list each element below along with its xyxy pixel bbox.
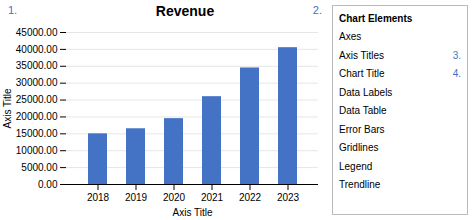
svg-text:2020: 2020: [163, 192, 186, 203]
html-text:4.: 4.: [452, 68, 461, 79]
svg-text:2023: 2023: [277, 192, 300, 203]
html-text:2.: 2.: [312, 4, 322, 16]
html-text:Data Table: Data Table: [339, 105, 387, 116]
svg-text:45000.00: 45000.00: [16, 27, 58, 38]
svg-text:2018: 2018: [87, 192, 110, 203]
html-text:1.: 1.: [8, 4, 18, 16]
svg-text:2021: 2021: [201, 192, 224, 203]
html-text:Error Bars: Error Bars: [339, 123, 385, 135]
html-text:Revenue: Revenue: [155, 3, 215, 19]
html-text:Legend: Legend: [339, 160, 373, 172]
html-text:3.: 3.: [452, 49, 461, 61]
svg-text:35000.00: 35000.00: [16, 60, 58, 71]
svg-text:Axis Title: Axis Title: [2, 88, 13, 128]
svg-text:25000.00: 25000.00: [16, 94, 58, 105]
svg-text:40000.00: 40000.00: [16, 44, 58, 55]
html-text:Chart Title: Chart Title: [339, 68, 385, 79]
svg-text:0.00: 0.00: [38, 179, 58, 190]
html-text:Data Labels: Data Labels: [339, 86, 393, 98]
html-text:Chart Elements: Chart Elements: [339, 13, 413, 24]
svg-text:10000.00: 10000.00: [16, 145, 58, 156]
svg-text:5000.00: 5000.00: [21, 162, 58, 173]
svg-text:20000.00: 20000.00: [16, 111, 58, 122]
html-text:Axis Titles: Axis Titles: [339, 49, 384, 61]
html-text:Axes: Axes: [339, 31, 362, 42]
html-text:Gridlines: Gridlines: [339, 142, 379, 153]
html-text:Trendline: Trendline: [339, 179, 381, 190]
svg-text:2022: 2022: [239, 192, 262, 203]
svg-text:2019: 2019: [125, 192, 148, 203]
svg-text:30000.00: 30000.00: [16, 77, 58, 88]
svg-text:Axis Title: Axis Title: [172, 207, 212, 218]
svg-text:15000.00: 15000.00: [16, 128, 58, 139]
